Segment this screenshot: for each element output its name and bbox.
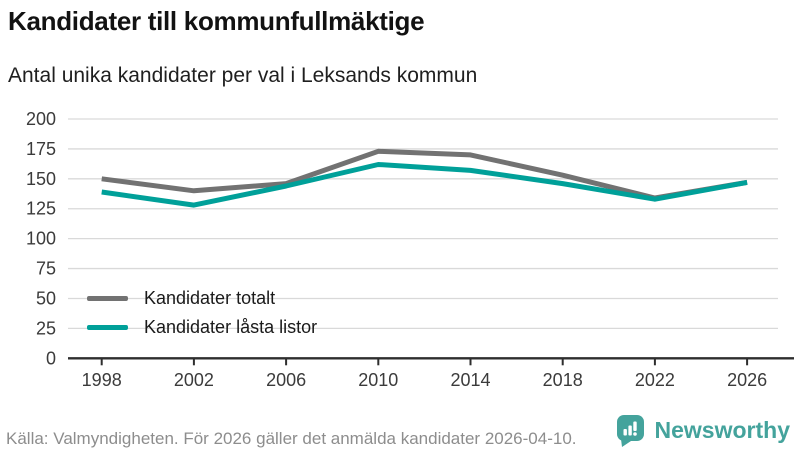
y-axis-tick-label: 175 <box>26 139 56 159</box>
y-axis-tick-label: 100 <box>26 229 56 249</box>
x-axis-tick-label: 2006 <box>266 370 306 390</box>
x-axis-tick-label: 2002 <box>174 370 214 390</box>
legend-item: Kandidater totalt <box>87 284 317 313</box>
legend-label: Kandidater låsta listor <box>144 317 318 337</box>
source-note: Källa: Valmyndigheten. För 2026 gäller d… <box>6 429 577 448</box>
y-axis-tick-label: 25 <box>36 318 56 338</box>
legend-item: Kandidater låsta listor <box>87 313 317 342</box>
x-axis-tick-label: 2010 <box>358 370 398 390</box>
newsworthy-logo: Newsworthy <box>616 415 790 449</box>
y-axis-tick-label: 50 <box>36 288 56 308</box>
y-axis-tick-label: 75 <box>36 259 56 279</box>
bar-chart-speech-bubble-icon <box>616 415 644 447</box>
y-axis-tick-label: 200 <box>26 109 56 129</box>
legend-swatch <box>87 296 128 301</box>
page-title: Kandidater till kommunfullmäktige <box>8 6 425 36</box>
chart-legend: Kandidater totalt Kandidater låsta listor <box>87 284 317 342</box>
y-axis-tick-label: 0 <box>46 348 56 368</box>
x-axis-tick-label: 2018 <box>543 370 583 390</box>
y-axis-tick-label: 125 <box>26 199 56 219</box>
brand-name: Newsworthy <box>654 417 790 443</box>
x-axis-tick-label: 1998 <box>82 370 122 390</box>
x-axis-tick-label: 2014 <box>450 370 490 390</box>
series-line-totalt <box>101 148 748 201</box>
y-axis-tick-label: 150 <box>26 169 56 189</box>
x-axis-tick-label: 2022 <box>635 370 675 390</box>
series-line-lasta-listor <box>101 162 748 208</box>
x-axis-tick-label: 2026 <box>727 370 767 390</box>
legend-swatch <box>87 325 128 330</box>
legend-label: Kandidater totalt <box>144 288 276 308</box>
page-subtitle: Antal unika kandidater per val i Leksand… <box>8 64 478 87</box>
